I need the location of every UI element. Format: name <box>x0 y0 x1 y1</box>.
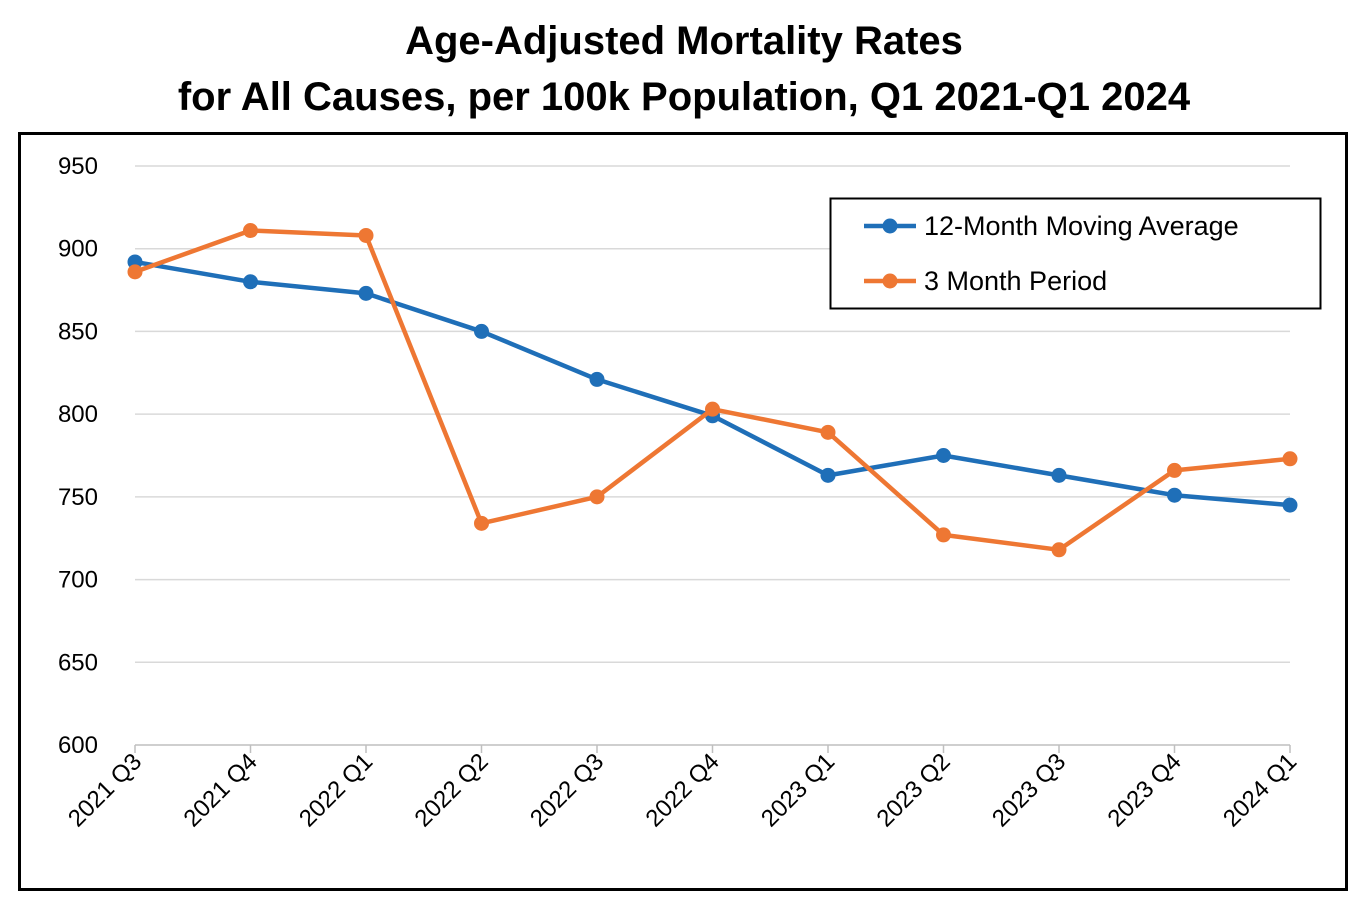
y-tick-label: 600 <box>58 732 98 759</box>
legend-box <box>829 197 1322 310</box>
data-point <box>936 448 951 463</box>
data-point <box>589 371 605 387</box>
data-point <box>820 424 836 440</box>
y-tick-label: 650 <box>58 649 98 676</box>
chart-title-line-2: for All Causes, per 100k Population, Q1 … <box>177 75 1191 119</box>
series-lines <box>127 223 1298 558</box>
x-axis-tick-marks <box>134 745 1291 753</box>
x-tick-label: 2021 Q3 <box>63 748 147 832</box>
series-2 <box>127 223 1298 558</box>
data-point <box>243 223 258 239</box>
data-point <box>1051 542 1067 558</box>
data-point <box>589 489 605 505</box>
x-tick-label: 2022 Q4 <box>641 748 725 832</box>
data-point <box>127 264 143 280</box>
chart-title-line-1: Age-Adjusted Mortality Rates <box>405 19 963 63</box>
data-point <box>358 227 374 243</box>
x-tick-label: 2023 Q3 <box>987 748 1071 832</box>
legend-swatch-marker <box>882 273 898 289</box>
data-point <box>1051 467 1067 483</box>
chart-frame <box>18 132 1348 891</box>
x-tick-label: 2024 Q1 <box>1218 748 1302 832</box>
y-tick-label: 750 <box>58 484 98 511</box>
y-axis-tick-labels: 600 650 700 750 800 850 900 950 <box>58 153 98 759</box>
x-tick-label: 2022 Q2 <box>410 748 494 832</box>
legend-item: 3 Month Period <box>864 266 1107 296</box>
x-tick-label: 2022 Q1 <box>294 748 378 832</box>
data-point <box>474 323 489 339</box>
x-tick-label: 2022 Q3 <box>525 748 609 832</box>
x-axis-tick-labels: 2021 Q3 2021 Q4 2022 Q1 2022 Q2 2022 Q3 2022 … <box>63 748 1302 832</box>
y-tick-label: 700 <box>58 567 98 594</box>
data-point <box>1282 497 1298 513</box>
x-tick-label: 2023 Q2 <box>872 748 956 832</box>
y-tick-label: 900 <box>58 236 98 263</box>
legend-label: 12-Month Moving Average <box>924 211 1239 241</box>
legend-label: 3 Month Period <box>924 266 1107 296</box>
x-tick-label: 2023 Q4 <box>1103 748 1187 832</box>
x-tick-label: 2023 Q1 <box>756 748 840 832</box>
legend-swatch-marker <box>882 218 898 234</box>
data-point <box>1167 462 1182 478</box>
data-point <box>1282 451 1298 467</box>
y-tick-label: 950 <box>58 153 98 180</box>
data-point <box>1167 487 1182 503</box>
legend-item: 12-Month Moving Average <box>864 211 1239 241</box>
data-point <box>820 467 836 483</box>
y-tick-label: 850 <box>58 318 98 345</box>
data-point <box>243 274 258 290</box>
legend: 12-Month Moving Average 3 Month Period <box>829 197 1322 310</box>
data-point <box>705 401 720 417</box>
data-point <box>474 515 489 531</box>
y-tick-label: 800 <box>58 401 98 428</box>
x-tick-label: 2021 Q4 <box>179 748 263 832</box>
data-point <box>358 285 374 301</box>
data-point <box>936 527 951 543</box>
